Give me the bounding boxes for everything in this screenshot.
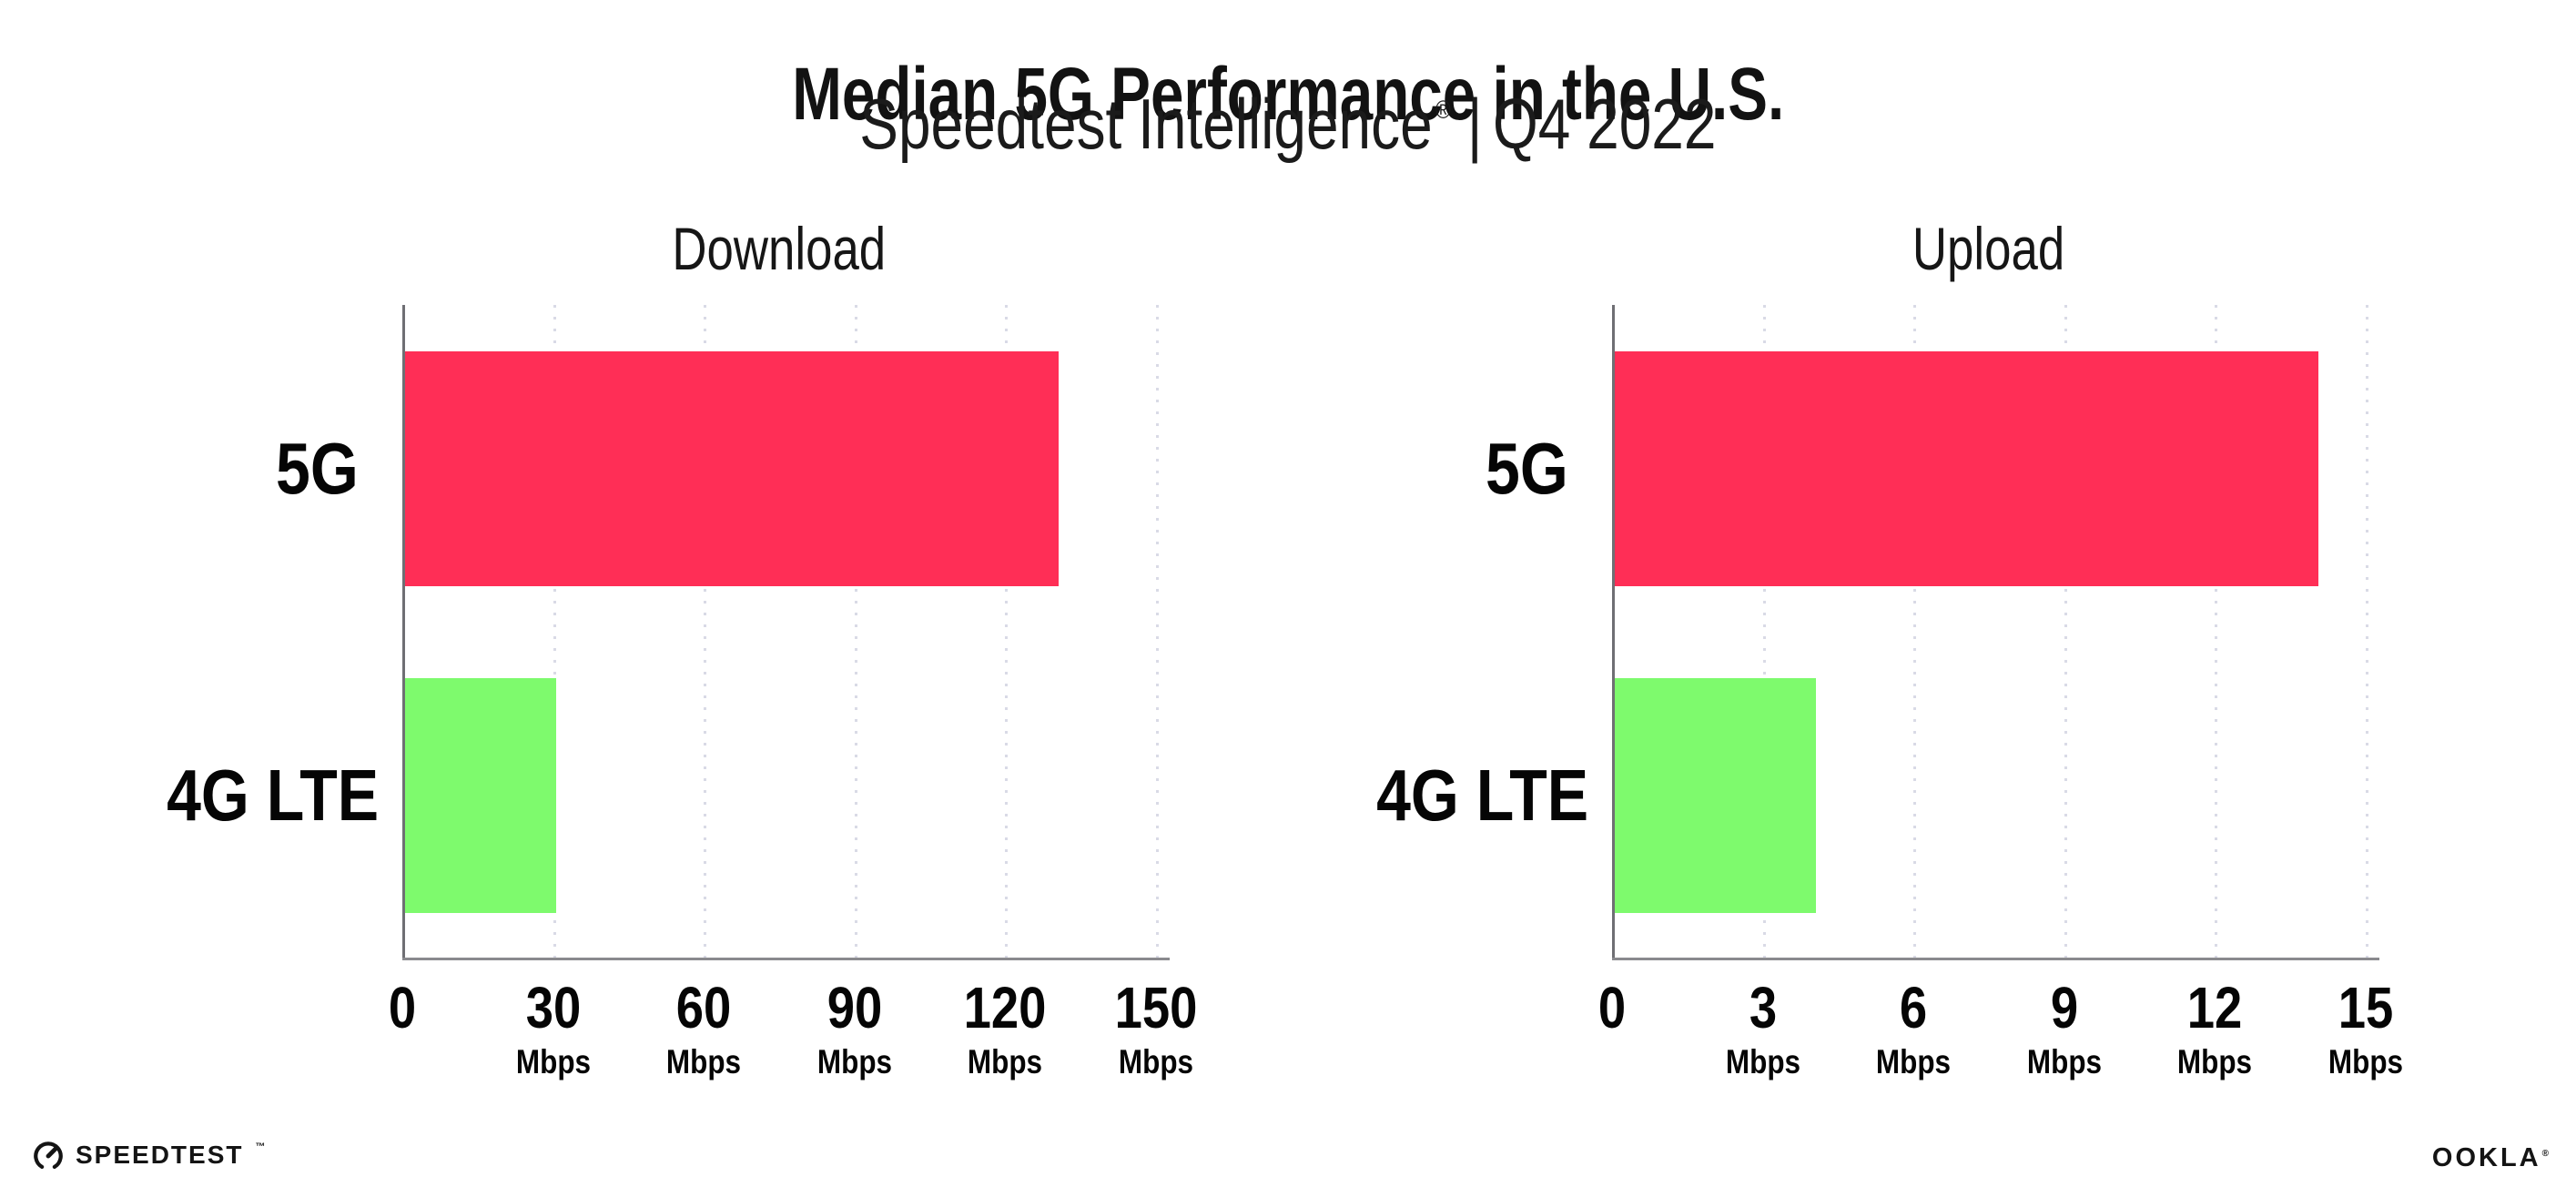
4g-lte-bar	[1615, 677, 1816, 913]
tick-value: 9	[2050, 975, 2078, 1040]
tick-unit-label: Mbps	[515, 1043, 591, 1080]
category-label-text: 4G LTE	[1376, 754, 1589, 836]
page-subtitle-text: Speedtest Intelligence ® | Q4 2022	[859, 84, 1717, 164]
5g-bar	[1615, 350, 2318, 586]
x-tick-15: 15 Mbps	[2293, 979, 2439, 1080]
chart-title-text: Upload	[1912, 215, 2065, 282]
x-tick-60: 60 Mbps	[631, 979, 776, 1080]
gridline-15	[2366, 305, 2368, 959]
ookla-logo: OOKLA®	[2432, 1143, 2549, 1172]
tick-unit-label: Mbps	[816, 1043, 892, 1080]
gridline-150	[1156, 305, 1159, 959]
speedtest-wordmark: SPEEDTEST	[76, 1141, 244, 1169]
category-label-text: 5G	[1486, 427, 1568, 509]
gridline-90	[854, 305, 857, 959]
page-title: Median 5G Performance in the U.S.	[0, 52, 2576, 136]
category-label-4g-lte: 4G LTE	[1339, 758, 1588, 832]
tick-value: 0	[388, 975, 417, 1040]
download-plot-area: 0 30 Mbps 60 Mbps 90 Mbps 120 Mbps 150 Mbps 5G 4G LT…	[167, 305, 1197, 1080]
tick-unit-label: Mbps	[1725, 1043, 1800, 1080]
gridline-120	[1005, 305, 1009, 959]
tick-unit-label: Mbps	[1876, 1043, 1952, 1080]
download-chart-title: Download	[402, 218, 1156, 279]
tick-value: 15	[2338, 975, 2394, 1040]
gridline-60	[704, 305, 707, 959]
x-tick-120: 120 Mbps	[932, 979, 1078, 1080]
tick-unit-label: Mbps	[2177, 1043, 2253, 1080]
registered-mark: ®	[1435, 96, 1452, 124]
tick-unit-label: Mbps	[1118, 1043, 1194, 1080]
tick-value: 12	[2187, 975, 2243, 1040]
category-label-text: 5G	[276, 427, 359, 509]
tick-value: 0	[1597, 975, 1627, 1040]
gridline-3	[1762, 305, 1766, 959]
upload-chart-title: Upload	[1612, 218, 2366, 279]
tick-value: 6	[1900, 975, 1928, 1040]
category-label-5g: 5G	[129, 427, 359, 509]
x-axis-line	[402, 958, 1170, 960]
category-label-text: 4G LTE	[167, 754, 380, 836]
subtitle-period: Q4 2022	[1493, 84, 1717, 164]
chart-title-text: Download	[672, 215, 887, 282]
4g-lte-bar	[405, 677, 556, 913]
tick-unit-label: Mbps	[666, 1043, 742, 1080]
tick-value: 120	[964, 975, 1047, 1040]
upload-plot-area: 0 3 Mbps 6 Mbps 9 Mbps 12 Mbps 15 Mbps 5G 4G LTE	[1376, 305, 2403, 1080]
x-tick-6: 6 Mbps	[1841, 979, 1986, 1080]
x-tick-150: 150 Mbps	[1083, 979, 1229, 1080]
x-axis-line	[1612, 958, 2379, 960]
x-tick-12: 12 Mbps	[2142, 979, 2287, 1080]
category-label-4g-lte: 4G LTE	[129, 758, 379, 832]
gridline-6	[1913, 305, 1917, 959]
x-tick-90: 90 Mbps	[782, 979, 928, 1080]
gridline-30	[553, 305, 556, 959]
tick-value: 150	[1114, 975, 1198, 1040]
y-axis-line	[402, 305, 405, 960]
tick-unit-label: Mbps	[2328, 1043, 2404, 1080]
trademark-mark: ™	[255, 1141, 266, 1152]
x-tick-0: 0	[330, 979, 475, 1037]
download-chart-panel: Download 0 30 Mbps 60 Mbps 90 Mbps 120 Mbps 150 Mb…	[167, 218, 1322, 1129]
page-title-text: Median 5G Performance in the U.S.	[792, 52, 1784, 136]
y-axis-line	[1612, 305, 1615, 960]
category-label-5g: 5G	[1339, 427, 1568, 509]
registered-mark: ®	[2541, 1149, 2549, 1159]
subtitle-brand: Speedtest Intelligence	[859, 84, 1433, 164]
tick-unit-label: Mbps	[2026, 1043, 2102, 1080]
x-tick-9: 9 Mbps	[1992, 979, 2137, 1080]
tick-value: 60	[675, 975, 732, 1040]
tick-value: 30	[525, 975, 581, 1040]
5g-bar	[405, 350, 1059, 586]
gridline-9	[2064, 305, 2067, 959]
x-tick-3: 3 Mbps	[1690, 979, 1836, 1080]
tick-value: 90	[827, 975, 883, 1040]
ookla-wordmark: OOKLA	[2431, 1143, 2541, 1172]
page-subtitle: Speedtest Intelligence ® | Q4 2022	[0, 84, 2576, 164]
tick-value: 3	[1749, 975, 1777, 1040]
upload-chart-panel: Upload 0 3 Mbps 6 Mbps 9 Mbps 12 Mbps 15 Mbps 5G 4G …	[1376, 218, 2531, 1129]
x-tick-30: 30 Mbps	[481, 979, 626, 1080]
speedtest-logo: SPEEDTEST ™	[31, 1138, 265, 1172]
speedtest-gauge-icon	[34, 1141, 63, 1170]
subtitle-separator: |	[1467, 84, 1483, 164]
tick-unit-label: Mbps	[968, 1043, 1043, 1080]
gridline-12	[2215, 305, 2218, 959]
x-tick-0: 0	[1539, 979, 1685, 1037]
